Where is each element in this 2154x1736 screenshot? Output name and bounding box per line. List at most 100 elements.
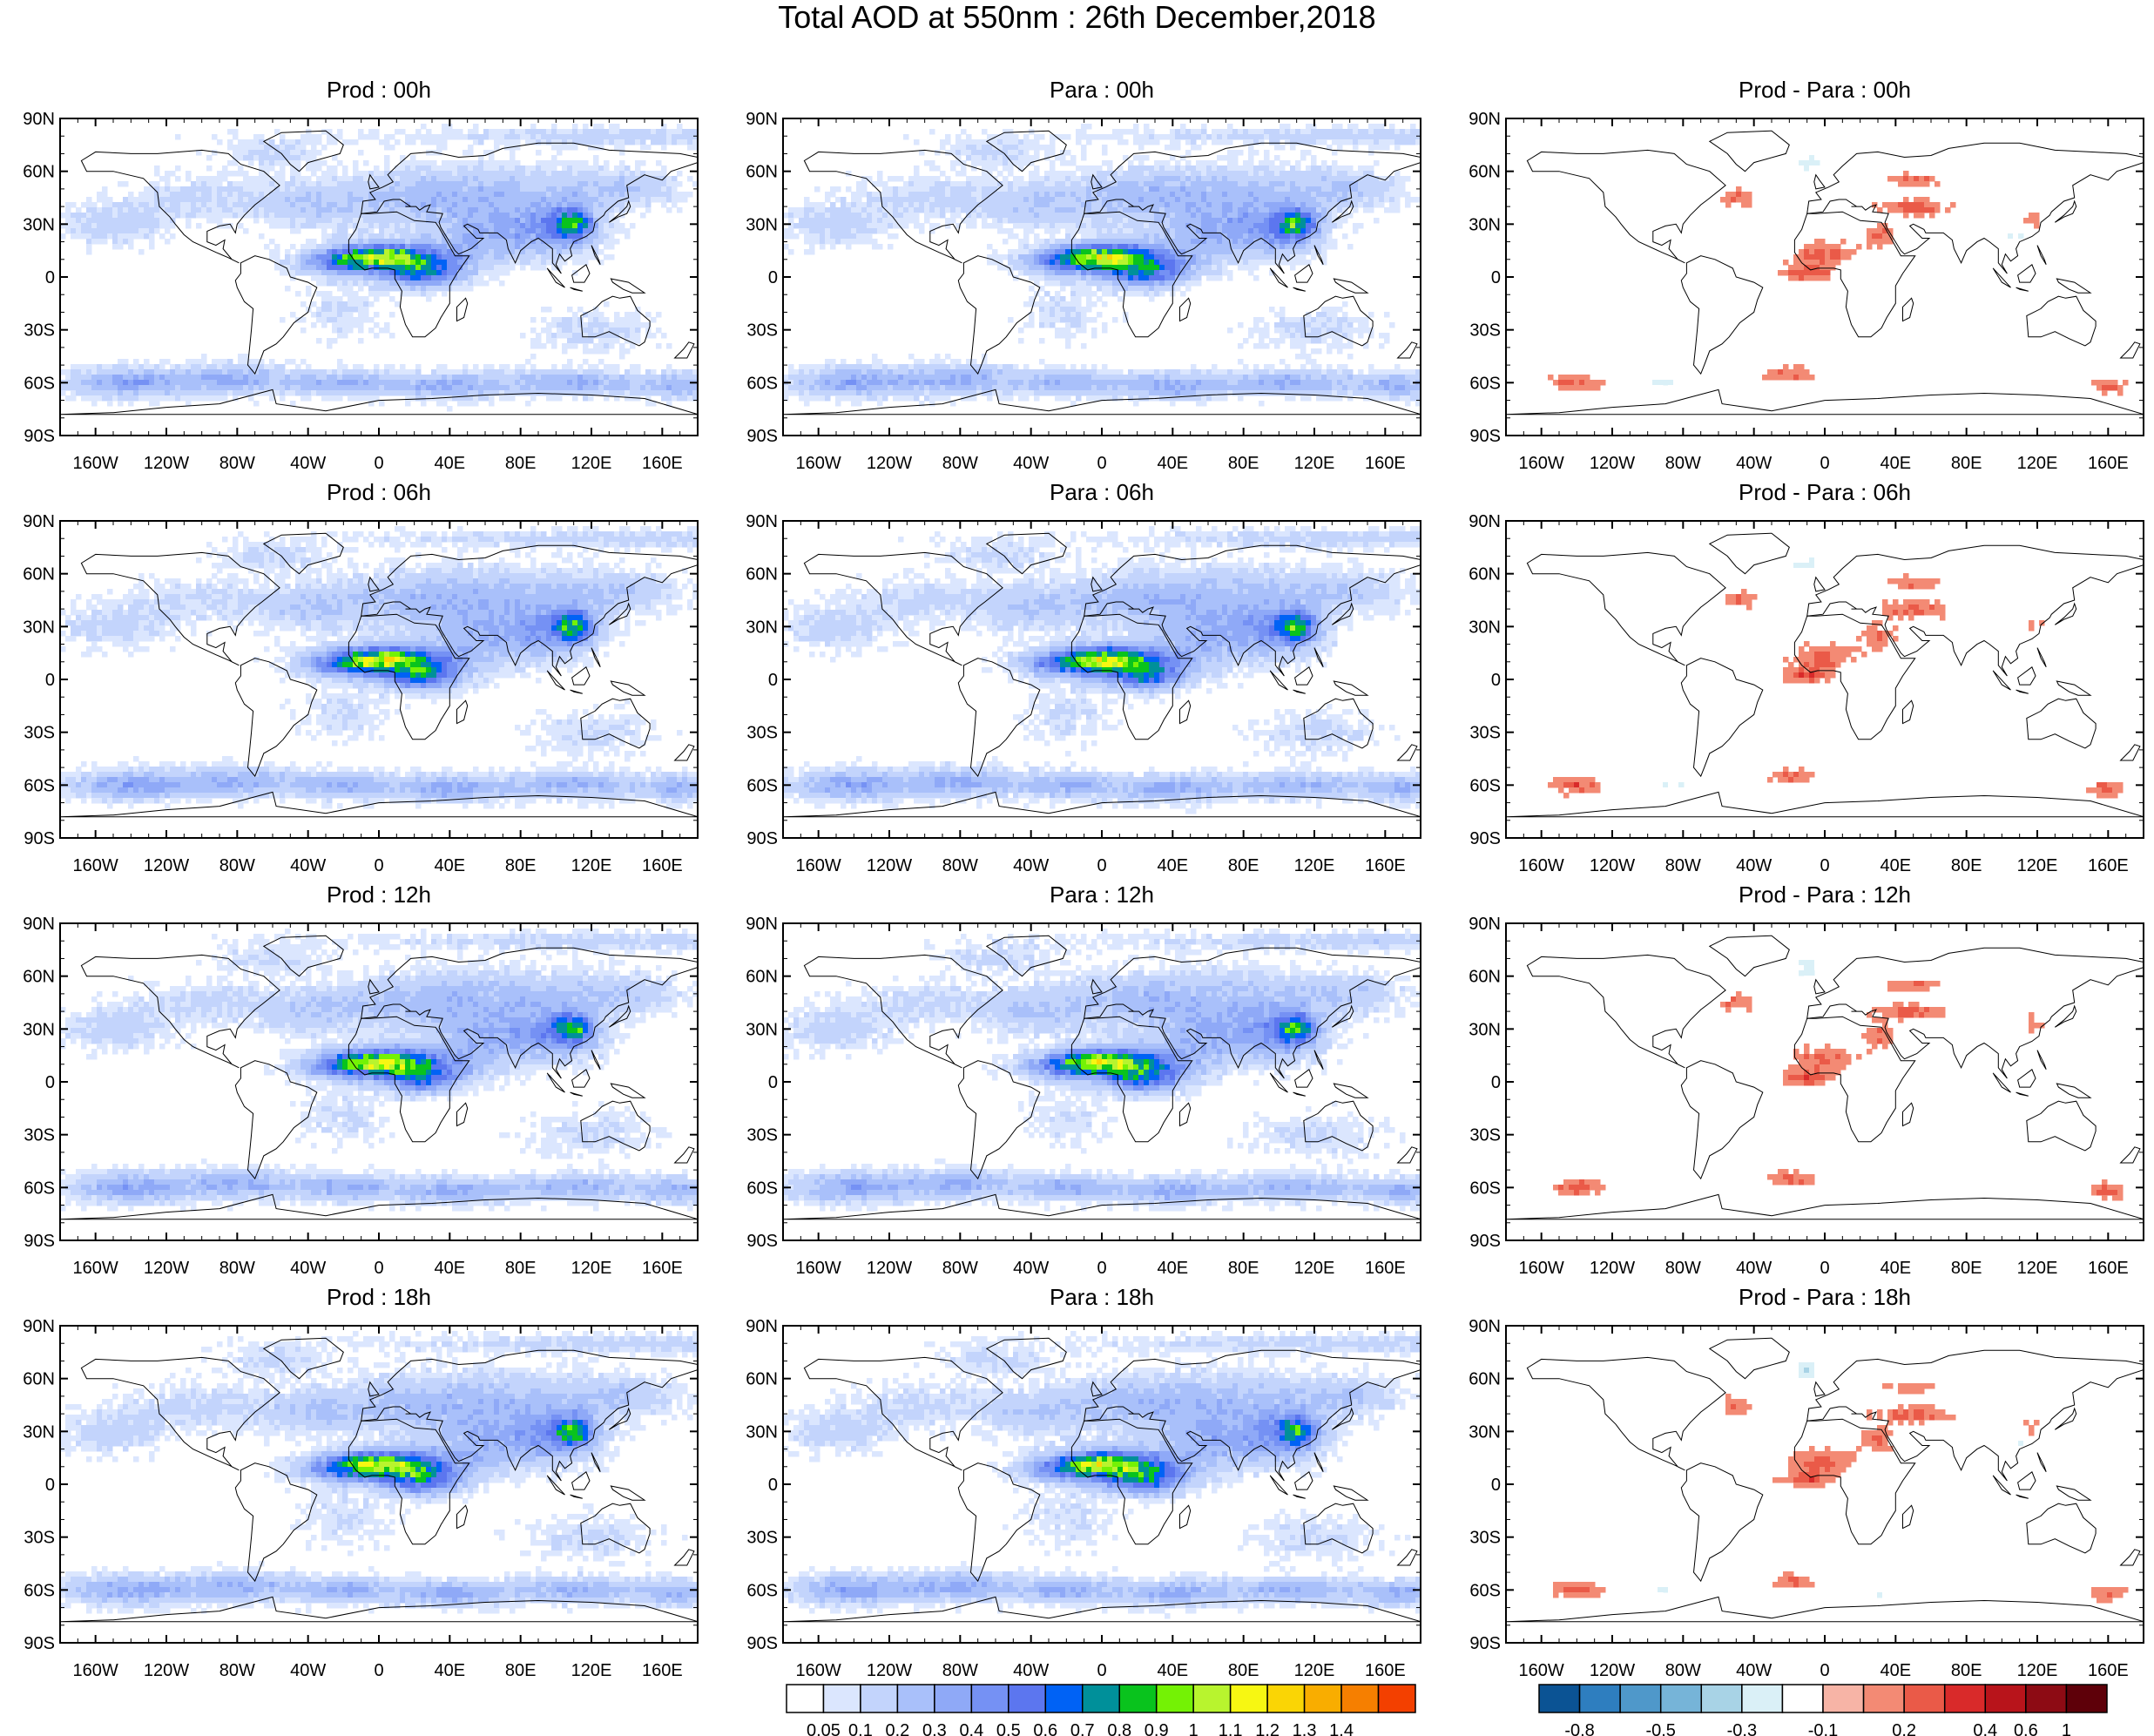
panel-title: Prod : 06h [57,479,701,505]
lat-tick-label: 30N [23,1020,55,1039]
colorbar-swatch [934,1684,973,1713]
lat-tick-label: 60S [1469,1179,1501,1198]
lat-tick-label: 90S [1469,829,1501,848]
lat-tick-label: 0 [1491,1476,1501,1495]
map-panel-para-18: Para : 18h 90N 60N 30N 0 30S 60S 90S 160W 120W 80W… [746,1284,1424,1685]
lat-tick-label: 30N [746,618,778,637]
lon-tick-label: 160E [642,1661,683,1680]
lat-tick-label: 90N [23,1317,55,1336]
lon-tick-label: 160E [1365,1259,1406,1278]
map-panel-prod-06: Prod : 06h 90N 60N 30N 0 30S 60S 90S 160W 120W 80W… [23,479,701,880]
map-panel-prod-12: Prod : 12h 90N 60N 30N 0 30S 60S 90S 160W 120W 80W… [23,882,701,1282]
lat-tick-label: 60N [23,565,55,584]
map-plot: 90N 60N 30N 0 30S 60S 90S 160W 120W 80W 40W 0 40E 80E… [746,512,1421,875]
lat-tick-label: 60S [24,1581,55,1600]
lat-tick-label: 30N [1469,618,1501,637]
colorbar-swatch [1578,1684,1621,1713]
colorbar-swatch [1118,1684,1158,1713]
lon-tick-label: 80E [1228,454,1259,473]
colorbar-label: 0.4 [959,1721,983,1736]
lat-tick-label: 60S [1469,374,1501,393]
aod-field [60,929,698,1212]
colorbar-label: -0.1 [1808,1721,1838,1736]
lon-tick-label: 40E [435,1661,466,1680]
lat-tick-label: 90S [24,1232,55,1251]
map-plot: 90N 60N 30N 0 30S 60S 90S 160W 120W 80W 40W 0 40E 80E… [1469,110,2144,473]
lon-tick-label: 80W [219,1661,255,1680]
lat-tick-label: 60N [746,968,778,987]
lon-tick-label: 160E [1365,1661,1406,1680]
lon-tick-label: 80W [219,454,255,473]
colorbar-swatch [1082,1684,1120,1713]
lon-tick-label: 120W [867,454,912,473]
lon-tick-label: 80W [1665,1259,1701,1278]
map-panel-diff-06: Prod - Para : 06h 90N 60N 30N 0 30S 60S 90S 160W… [1469,479,2147,880]
lat-tick-label: 30N [746,1020,778,1039]
lon-tick-label: 160E [1365,856,1406,875]
colorbar-label: 1 [2062,1721,2071,1736]
lon-tick-label: 160W [1519,454,1564,473]
lon-tick-label: 40W [1013,454,1049,473]
lon-tick-label: 40E [1158,856,1189,875]
colorbar-label: 0.5 [996,1721,1021,1736]
panel-title: Para : 06h [780,479,1424,505]
colorbar-swatch [1377,1684,1416,1713]
lon-tick-label: 0 [1820,1661,1829,1680]
lat-tick-label: 90N [746,512,778,531]
lon-tick-label: 120W [144,1259,189,1278]
colorbar-swatch [1303,1684,1342,1713]
lon-tick-label: 80W [1665,454,1701,473]
lat-tick-label: 90N [23,110,55,129]
lat-tick-label: 0 [45,268,55,287]
lat-tick-label: 90S [746,829,778,848]
lat-tick-label: 60N [746,1370,778,1389]
lon-tick-label: 40W [290,1259,326,1278]
lat-tick-label: 30S [1469,1126,1501,1145]
lat-tick-label: 30S [24,1529,55,1548]
lat-tick-label: 30S [746,1126,778,1145]
map-panel-prod-18: Prod : 18h 90N 60N 30N 0 30S 60S 90S 160W 120W 80W… [23,1284,701,1685]
colorbar-swatch [1862,1684,1905,1713]
lon-tick-label: 40W [1736,1661,1772,1680]
lat-tick-label: 60S [24,776,55,795]
colorbar-swatch [1266,1684,1306,1713]
lon-tick-label: 120W [867,856,912,875]
lat-tick-label: 0 [768,268,778,287]
panel-title: Prod - Para : 18h [1502,1284,2147,1310]
lon-tick-label: 160E [2088,1661,2129,1680]
lat-tick-label: 60N [23,1370,55,1389]
map-plot: 90N 60N 30N 0 30S 60S 90S 160W 120W 80W 40W 0 40E 80E… [746,1317,1421,1680]
map-plot: 90N 60N 30N 0 30S 60S 90S 160W 120W 80W 40W 0 40E 80E… [23,1317,699,1680]
lat-tick-label: 90N [746,915,778,934]
colorbar-swatch [1822,1684,1865,1713]
lon-tick-label: 120W [144,454,189,473]
coastlines [60,532,698,818]
colorbar-label: 1.2 [1255,1721,1280,1736]
lon-tick-label: 120W [867,1661,912,1680]
colorbar-label: 1.4 [1329,1721,1354,1736]
lon-tick-label: 0 [1097,856,1106,875]
panel-title: Para : 12h [780,882,1424,908]
lon-tick-label: 40W [1013,1259,1049,1278]
lat-tick-label: 30N [746,1422,778,1442]
lat-tick-label: 30N [23,618,55,637]
aod-field [60,124,698,412]
lat-tick-label: 90N [23,915,55,934]
lon-tick-label: 40E [435,856,466,875]
lon-tick-label: 40W [1736,856,1772,875]
lon-tick-label: 160E [2088,856,2129,875]
panel-title: Para : 18h [780,1284,1424,1310]
lon-tick-label: 120E [1294,1259,1335,1278]
map-panel-diff-12: Prod - Para : 12h 90N 60N 30N 0 30S 60S 90S 160W… [1469,882,2147,1282]
map-plot: 90N 60N 30N 0 30S 60S 90S 160W 120W 80W 40W 0 40E 80E… [23,512,699,875]
lon-tick-label: 160E [642,454,683,473]
colorbar-swatch [1903,1684,1946,1713]
lat-tick-label: 90S [1469,1634,1501,1653]
lat-tick-label: 0 [45,1073,55,1092]
lon-tick-label: 120E [2017,856,2058,875]
lon-tick-label: 160W [73,1661,118,1680]
lon-tick-label: 120E [2017,1259,2058,1278]
lat-tick-label: 90N [1469,512,1501,531]
lon-tick-label: 40E [435,1259,466,1278]
lon-tick-label: 120W [1590,1661,1635,1680]
